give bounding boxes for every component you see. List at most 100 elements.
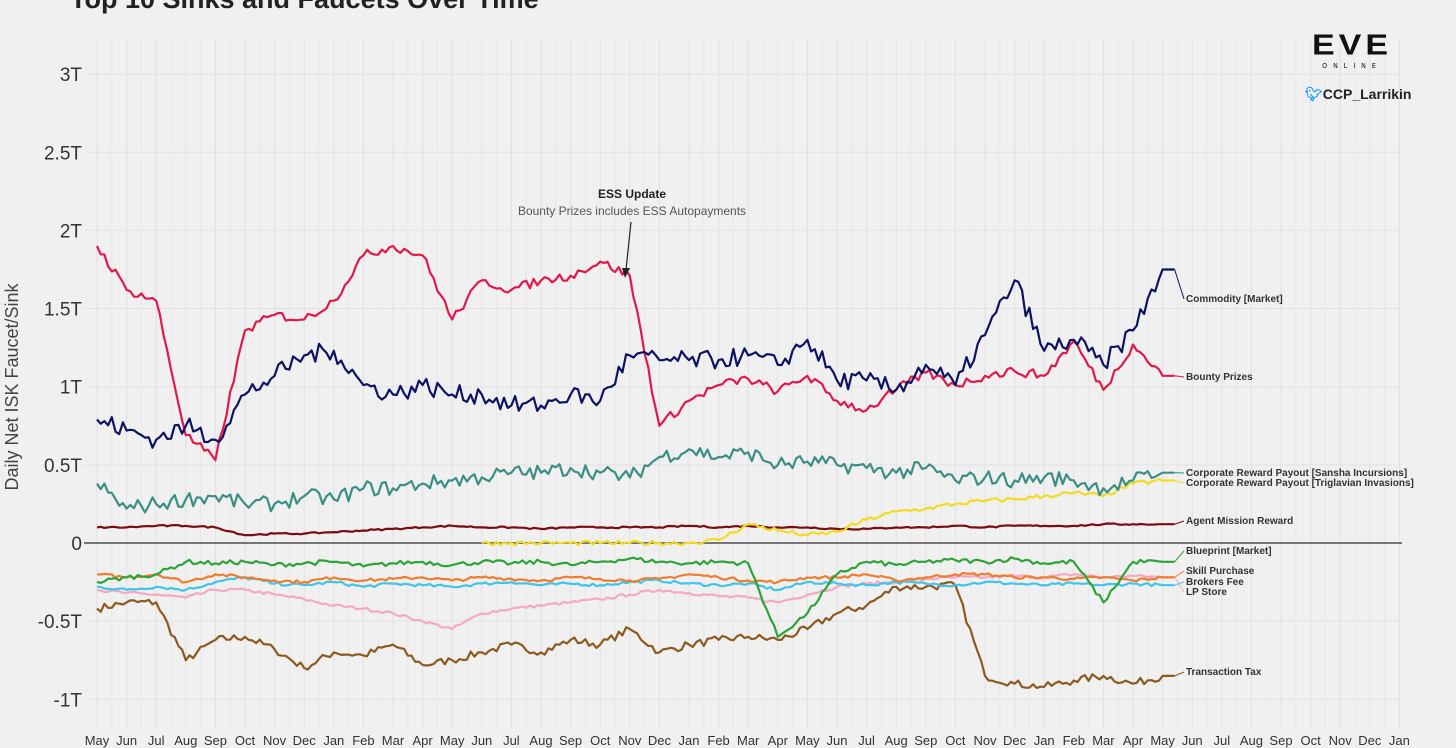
x-tick-label: Apr: [412, 733, 433, 748]
twitter-handle: 🐦︎CCP_Larrikin: [1305, 86, 1411, 103]
y-tick-label: 1.5T: [44, 300, 82, 321]
x-tick-label: Jul: [1213, 733, 1230, 748]
handle-text: CCP_Larrikin: [1322, 86, 1412, 102]
x-tick-label: Feb: [352, 733, 374, 748]
label-leader: [1174, 577, 1185, 593]
grid: [84, 40, 1402, 730]
label-leader: [1174, 479, 1185, 484]
x-tick-label: Dec: [1358, 733, 1382, 748]
annotation-title: ESS Update: [598, 187, 666, 201]
y-axis-ticks: 3T 2.5T 2T 1.5T 1T 0.5T 0 -0.5T -1T: [38, 65, 83, 711]
x-tick-label: Sep: [1269, 733, 1292, 748]
series-label: Transaction Tax: [1186, 667, 1262, 678]
annotation-text: Bounty Prizes includes ESS Autopayments: [518, 204, 746, 218]
x-tick-label: Nov: [973, 733, 997, 748]
logo-text: EVE: [1311, 28, 1393, 62]
series-label: Corporate Reward Payout [Triglavian Inva…: [1186, 478, 1414, 489]
annotation-arrow: [625, 221, 632, 271]
x-tick-label: Jun: [116, 733, 137, 748]
series-label: Brokers Fee: [1186, 577, 1244, 588]
label-leader: [1174, 671, 1185, 677]
series-line-corporate-reward-payout-triglavian-invasions-: [481, 478, 1175, 547]
label-leader: [1174, 570, 1185, 578]
label-leader: [1174, 375, 1185, 378]
y-tick-label: 3T: [60, 65, 83, 86]
x-tick-label: Dec: [648, 733, 672, 748]
x-tick-label: Aug: [885, 733, 908, 748]
x-tick-label: Mar: [1092, 733, 1115, 748]
x-tick-label: Feb: [707, 733, 729, 748]
x-tick-label: Dec: [1003, 733, 1027, 748]
series-line-lp-store: [96, 573, 1175, 631]
x-tick-label: Jul: [148, 733, 165, 748]
series-label: Commodity [Market]: [1186, 294, 1283, 305]
x-tick-label: Apr: [768, 733, 789, 748]
x-tick-label: Aug: [1240, 733, 1263, 748]
x-tick-label: Nov: [1329, 733, 1353, 748]
series-line-commodity-market-: [96, 268, 1175, 449]
x-tick-label: Aug: [529, 733, 552, 748]
series-line-bounty-prizes: [95, 244, 1175, 462]
x-tick-label: Jun: [1182, 733, 1203, 748]
x-tick-label: Jan: [1034, 733, 1055, 748]
y-tick-label: 0: [71, 534, 82, 555]
series-label: Blueprint [Market]: [1186, 546, 1272, 557]
y-axis-label: Daily Net ISK Faucet/Sink: [2, 282, 22, 490]
x-tick-label: Sep: [204, 733, 227, 748]
x-tick-label: Jun: [827, 733, 848, 748]
series-lines: [95, 244, 1175, 690]
x-tick-label: Jan: [1389, 733, 1410, 748]
y-tick-label: 2.5T: [44, 143, 82, 164]
x-tick-label: Aug: [174, 733, 197, 748]
label-leader: [1174, 269, 1185, 300]
x-tick-label: May: [795, 733, 820, 748]
x-tick-label: May: [1150, 733, 1175, 748]
series-label: Agent Mission Reward: [1186, 516, 1293, 527]
x-tick-label: Jan: [679, 733, 700, 748]
y-tick-label: 2T: [60, 221, 83, 242]
x-tick-label: Oct: [235, 733, 256, 748]
y-tick-label: -1T: [54, 690, 83, 711]
series-line-agent-mission-reward: [96, 522, 1175, 537]
y-tick-label: 1T: [60, 378, 83, 399]
x-tick-label: Feb: [1063, 733, 1085, 748]
series-label: LP Store: [1186, 587, 1227, 598]
x-tick-label: Oct: [945, 733, 966, 748]
eve-online-logo: EVE ONLINE: [1302, 30, 1402, 70]
series-label: Skill Purchase: [1186, 566, 1255, 577]
label-leader: [1174, 581, 1185, 586]
x-tick-label: Nov: [263, 733, 287, 748]
logo-subtext: ONLINE: [1322, 62, 1382, 70]
x-tick-label: Mar: [737, 733, 760, 748]
x-tick-label: Apr: [1123, 733, 1144, 748]
x-tick-label: Dec: [293, 733, 317, 748]
label-leader: [1174, 520, 1185, 525]
x-tick-label: Sep: [559, 733, 582, 748]
y-tick-label: -0.5T: [38, 612, 83, 633]
series-label: Bounty Prizes: [1186, 372, 1253, 383]
x-tick-label: May: [440, 733, 465, 748]
arrow-head-icon: [622, 268, 630, 278]
x-tick-label: May: [85, 733, 110, 748]
x-tick-label: Oct: [1300, 733, 1321, 748]
x-tick-label: Jun: [471, 733, 492, 748]
x-tick-label: Jul: [858, 733, 875, 748]
chart-title: Top 10 Sinks and Faucets Over Time: [70, 0, 539, 15]
x-axis-ticks: May Jun Jul Aug Sep Oct Nov Dec Jan Feb Mar Apr May J…: [85, 733, 1410, 748]
x-tick-label: Jan: [323, 733, 344, 748]
x-tick-label: Oct: [590, 733, 611, 748]
annotation: ESS Update Bounty Prizes includes ESS Au…: [518, 187, 746, 278]
x-tick-label: Sep: [914, 733, 937, 748]
series-line-blueprint-market-: [96, 556, 1175, 638]
series-line-corporate-reward-payout-sansha-incursions-: [96, 447, 1175, 514]
series-line-transaction-tax: [96, 581, 1175, 690]
x-tick-label: Mar: [382, 733, 405, 748]
x-tick-label: Nov: [618, 733, 642, 748]
x-tick-label: Jul: [503, 733, 520, 748]
series-line-skill-purchase: [96, 571, 1175, 585]
y-tick-label: 0.5T: [44, 456, 82, 477]
twitter-bird-icon: 🐦︎: [1305, 86, 1323, 102]
series-label: Corporate Reward Payout [Sansha Incursio…: [1186, 468, 1407, 479]
